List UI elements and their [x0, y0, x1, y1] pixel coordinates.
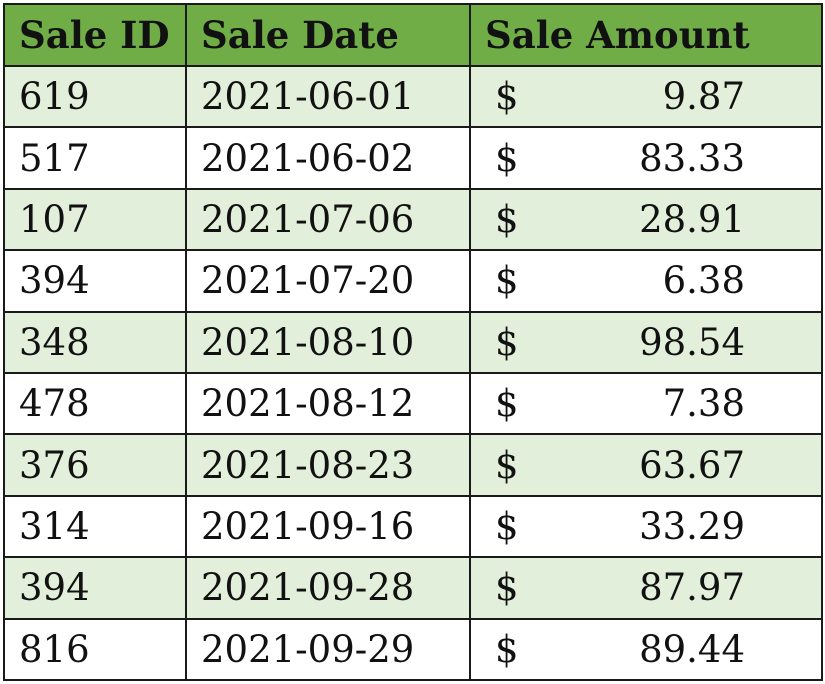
- amount-value: 6.38: [662, 259, 745, 303]
- amount-value: 98.54: [639, 320, 745, 364]
- currency-symbol: $: [495, 75, 519, 119]
- header-sale-id: Sale ID: [3, 3, 187, 67]
- table-row: 517 2021-06-02 $83.33: [3, 126, 823, 190]
- amount-value: 33.29: [639, 504, 745, 548]
- currency-symbol: $: [495, 320, 519, 364]
- cell-sale-amount: $7.38: [469, 371, 823, 436]
- sales-table: Sale ID Sale Date Sale Amount 619 2021-0…: [3, 3, 823, 681]
- cell-sale-id: 394: [3, 556, 187, 620]
- amount-value: 87.97: [639, 566, 745, 610]
- cell-sale-date: 2021-09-29: [185, 617, 471, 681]
- header-row: Sale ID Sale Date Sale Amount: [3, 3, 823, 67]
- table-row: 394 2021-07-20 $6.38: [3, 249, 823, 313]
- cell-sale-amount: $89.44: [469, 617, 823, 681]
- cell-sale-date: 2021-06-02: [185, 126, 471, 190]
- currency-symbol: $: [495, 504, 519, 548]
- currency-symbol: $: [495, 443, 519, 487]
- table-row: 478 2021-08-12 $7.38: [3, 371, 823, 436]
- cell-sale-id: 394: [3, 249, 187, 313]
- header-sale-date: Sale Date: [185, 3, 471, 67]
- cell-sale-date: 2021-07-20: [185, 249, 471, 313]
- cell-sale-date: 2021-08-10: [185, 310, 471, 374]
- amount-value: 7.38: [662, 382, 745, 426]
- sales-table-container: Sale ID Sale Date Sale Amount 619 2021-0…: [3, 3, 823, 681]
- currency-symbol: $: [495, 566, 519, 610]
- cell-sale-date: 2021-08-12: [185, 371, 471, 436]
- cell-sale-amount: $63.67: [469, 433, 823, 497]
- currency-symbol: $: [495, 627, 519, 671]
- cell-sale-date: 2021-08-23: [185, 433, 471, 497]
- amount-value: 63.67: [639, 443, 745, 487]
- cell-sale-date: 2021-07-06: [185, 187, 471, 252]
- cell-sale-amount: $87.97: [469, 556, 823, 620]
- cell-sale-id: 348: [3, 310, 187, 374]
- amount-value: 28.91: [639, 197, 745, 241]
- cell-sale-id: 376: [3, 433, 187, 497]
- cell-sale-date: 2021-09-16: [185, 494, 471, 559]
- currency-symbol: $: [495, 136, 519, 180]
- currency-symbol: $: [495, 197, 519, 241]
- cell-sale-amount: $98.54: [469, 310, 823, 374]
- table-row: 107 2021-07-06 $28.91: [3, 187, 823, 252]
- cell-sale-amount: $6.38: [469, 249, 823, 313]
- table-row: 816 2021-09-29 $89.44: [3, 617, 823, 681]
- cell-sale-date: 2021-06-01: [185, 64, 471, 129]
- table-row: 314 2021-09-16 $33.29: [3, 494, 823, 559]
- currency-symbol: $: [495, 259, 519, 303]
- cell-sale-id: 619: [3, 64, 187, 129]
- cell-sale-amount: $33.29: [469, 494, 823, 559]
- cell-sale-id: 478: [3, 371, 187, 436]
- cell-sale-id: 816: [3, 617, 187, 681]
- table-row: 394 2021-09-28 $87.97: [3, 556, 823, 620]
- cell-sale-amount: $83.33: [469, 126, 823, 190]
- cell-sale-id: 107: [3, 187, 187, 252]
- table-row: 376 2021-08-23 $63.67: [3, 433, 823, 497]
- table-row: 348 2021-08-10 $98.54: [3, 310, 823, 374]
- amount-value: 89.44: [639, 627, 745, 671]
- cell-sale-amount: $28.91: [469, 187, 823, 252]
- cell-sale-amount: $9.87: [469, 64, 823, 129]
- amount-value: 9.87: [662, 75, 745, 119]
- currency-symbol: $: [495, 382, 519, 426]
- header-sale-amount: Sale Amount: [469, 3, 823, 67]
- cell-sale-id: 517: [3, 126, 187, 190]
- cell-sale-date: 2021-09-28: [185, 556, 471, 620]
- amount-value: 83.33: [639, 136, 745, 180]
- table-row: 619 2021-06-01 $9.87: [3, 64, 823, 129]
- cell-sale-id: 314: [3, 494, 187, 559]
